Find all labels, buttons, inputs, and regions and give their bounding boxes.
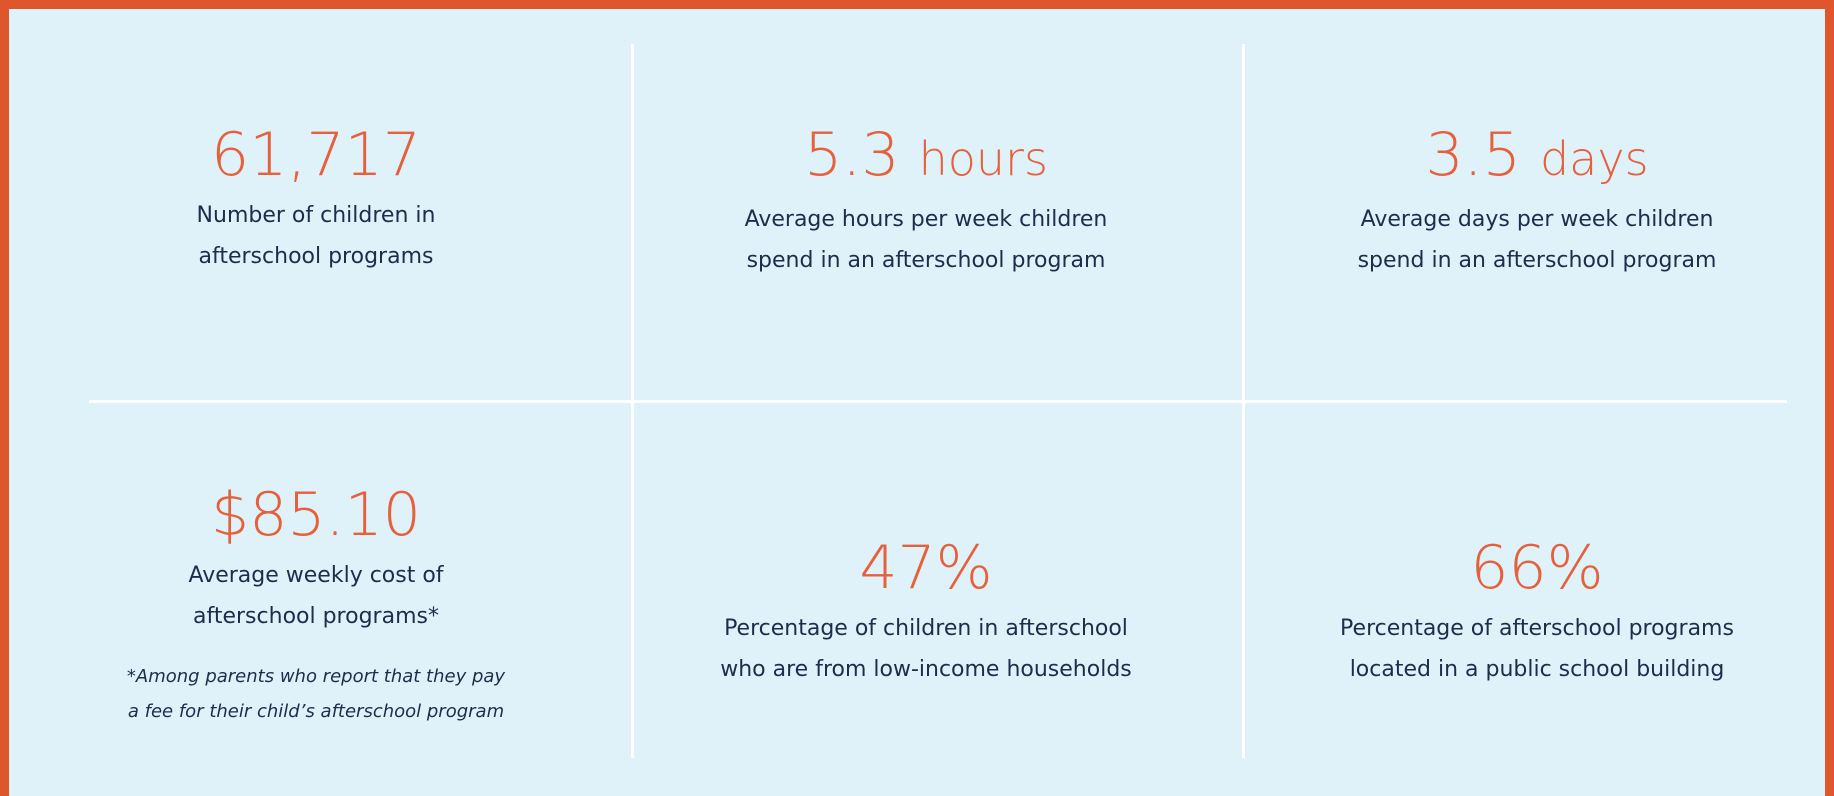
description-line: Average hours per week children xyxy=(744,207,1108,232)
description-line: Percentage of afterschool programs xyxy=(1340,616,1734,641)
description-line: Average days per week children xyxy=(1360,207,1714,232)
stat-value-line: 61,717 xyxy=(36,119,596,191)
stat-description: Percentage of afterschool programs locate… xyxy=(1257,608,1817,690)
stat-card: 5.3 hours Average hours per week children… xyxy=(646,119,1206,281)
stat-card: 47% Percentage of children in afterschool… xyxy=(646,532,1206,690)
description-line: spend in an afterschool program xyxy=(746,248,1106,273)
stat-value: 3.5 xyxy=(1425,120,1521,190)
stat-value-line: 3.5 days xyxy=(1257,119,1817,195)
stat-description: Average weekly cost of afterschool progra… xyxy=(36,555,596,637)
stat-value: 5.3 xyxy=(804,120,900,190)
stat-description: Percentage of children in afterschool who… xyxy=(646,608,1206,690)
stat-unit: hours xyxy=(918,132,1048,186)
stat-card: 3.5 days Average days per week children sp… xyxy=(1257,119,1817,281)
stat-card: 61,717 Number of children in afterschool p… xyxy=(36,119,596,277)
description-line: located in a public school building xyxy=(1349,657,1725,682)
description-line: who are from low-income households xyxy=(720,657,1132,682)
stat-value-line: 5.3 hours xyxy=(646,119,1206,195)
description-line: Average weekly cost of xyxy=(188,563,444,588)
stat-description: Average hours per week children spend in … xyxy=(646,199,1206,281)
stat-value: 66% xyxy=(1470,533,1604,603)
stat-value-line: $85.10 xyxy=(36,479,596,551)
footnote: *Among parents who report that they pay a… xyxy=(36,659,596,729)
divider xyxy=(89,400,1787,403)
stat-value-line: 47% xyxy=(646,532,1206,604)
description-line: afterschool programs xyxy=(198,244,434,269)
stat-card: 66% Percentage of afterschool programs loc… xyxy=(1257,532,1817,690)
stat-value-line: 66% xyxy=(1257,532,1817,604)
description-line: Number of children in xyxy=(196,203,436,228)
stat-value: 47% xyxy=(859,533,993,603)
footnote-line: a fee for their child’s afterschool prog… xyxy=(127,701,505,722)
description-line: afterschool programs* xyxy=(193,604,439,629)
stat-description: Average days per week children spend in a… xyxy=(1257,199,1817,281)
stat-card: $85.10 Average weekly cost of afterschool … xyxy=(36,479,596,729)
stat-value: 61,717 xyxy=(211,120,421,190)
stat-value: $85.10 xyxy=(211,480,421,550)
stat-description: Number of children in afterschool program… xyxy=(36,195,596,277)
description-line: Percentage of children in afterschool xyxy=(724,616,1128,641)
stat-unit: days xyxy=(1539,132,1649,186)
description-line: spend in an afterschool program xyxy=(1357,248,1717,273)
footnote-line: *Among parents who report that they pay xyxy=(126,666,506,687)
